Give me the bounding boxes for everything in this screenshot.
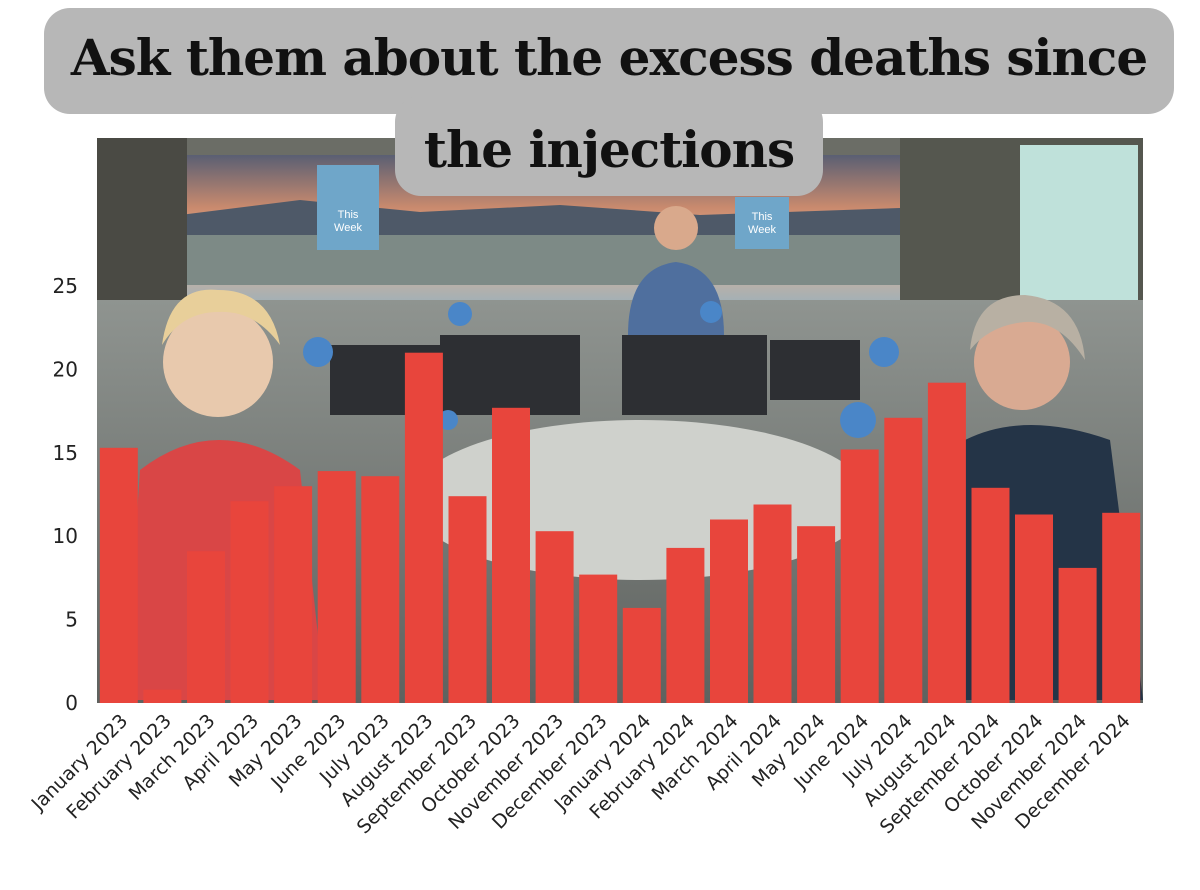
y-tick-label: 5: [65, 608, 78, 632]
bar-september-2023: [448, 496, 487, 703]
bar-march-2024: [710, 519, 748, 703]
bar-december-2024: [1102, 512, 1141, 703]
y-tick-label: 20: [53, 357, 78, 381]
headline-line2: the injections: [423, 120, 795, 179]
bar-march-2023: [187, 551, 225, 703]
bar-february-2024: [666, 547, 705, 703]
bar-august-2023: [404, 352, 443, 703]
y-axis: 0 5 10 15 20 25: [53, 274, 78, 715]
bar-october-2024: [1015, 514, 1053, 703]
y-tick-label: 0: [65, 691, 78, 715]
sign-right-line1: This: [752, 211, 773, 223]
y-tick-label: 25: [53, 274, 78, 298]
y-tick-label: 15: [53, 441, 78, 465]
bar-december-2023: [579, 574, 618, 703]
bar-november-2023: [535, 531, 574, 703]
bar-april-2024: [753, 504, 792, 703]
bars: [99, 352, 1141, 703]
bar-august-2024: [927, 382, 966, 703]
headline-line1: Ask them about the excess deaths since: [70, 28, 1148, 87]
sign-right-line2: Week: [748, 224, 776, 236]
bar-november-2024: [1058, 567, 1097, 703]
y-tick-label: 10: [53, 524, 78, 548]
sign-left-line2: Week: [334, 222, 362, 234]
bar-may-2024: [797, 526, 836, 703]
bar-september-2024: [971, 487, 1010, 703]
bar-october-2023: [492, 407, 530, 703]
headline-box-lower: [395, 96, 823, 196]
bar-july-2023: [361, 476, 400, 703]
sign-left-line1: This: [338, 209, 359, 221]
bar-january-2024: [622, 607, 661, 703]
bar-may-2023: [274, 486, 313, 703]
bar-february-2023: [143, 689, 182, 703]
bar-june-2024: [840, 449, 879, 703]
bar-july-2024: [884, 417, 923, 703]
bar-january-2023: [99, 447, 138, 703]
bar-june-2023: [317, 471, 356, 703]
bar-april-2023: [230, 501, 269, 703]
